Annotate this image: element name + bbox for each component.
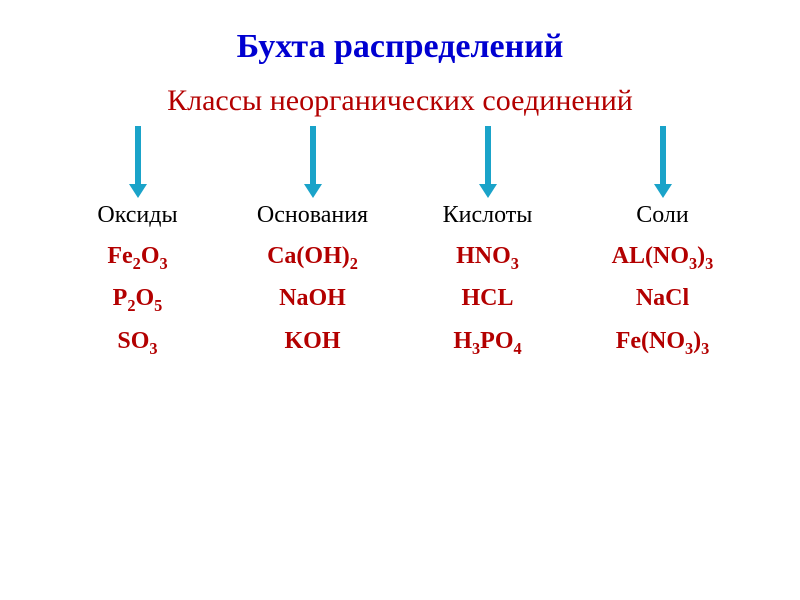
slide-subtitle: Классы неорганических соединений [0,84,800,118]
chemical-formula: AL(NO3)3 [593,243,733,269]
down-arrow-icon [129,126,147,198]
down-arrow-icon [304,126,322,198]
column-header: Кислоты [418,202,558,229]
chemical-formula: H3PO4 [418,328,558,354]
chemical-formula: HNO3 [418,243,558,269]
down-arrow-icon [479,126,497,198]
chemical-formula: KOH [243,328,383,354]
chemical-formula: SO3 [68,328,208,354]
columns-container: Оксиды Fe2O3 P2O5 SO3 Основания Ca(OH)2 NaO… [0,202,800,370]
column-bases: Основания Ca(OH)2 NaOH KOH [243,202,383,370]
chemical-formula: P2O5 [68,285,208,311]
slide-title: Бухта распределений [0,28,800,66]
arrow-slot [418,126,558,198]
arrow-slot [243,126,383,198]
chemical-formula: Fe2O3 [68,243,208,269]
column-header: Соли [593,202,733,229]
chemical-formula: Ca(OH)2 [243,243,383,269]
chemical-formula: NaCl [593,285,733,311]
column-header: Основания [243,202,383,229]
arrow-slot [68,126,208,198]
down-arrow-icon [654,126,672,198]
chemical-formula: Fe(NO3)3 [593,328,733,354]
column-acids: Кислоты HNO3 HCL H3PO4 [418,202,558,370]
arrow-slot [593,126,733,198]
arrows-row [0,126,800,198]
column-salts: Соли AL(NO3)3 NaCl Fe(NO3)3 [593,202,733,370]
slide-canvas: Бухта распределений Классы неорганически… [0,0,800,600]
chemical-formula: HCL [418,285,558,311]
chemical-formula: NaOH [243,285,383,311]
column-header: Оксиды [68,202,208,229]
column-oxides: Оксиды Fe2O3 P2O5 SO3 [68,202,208,370]
